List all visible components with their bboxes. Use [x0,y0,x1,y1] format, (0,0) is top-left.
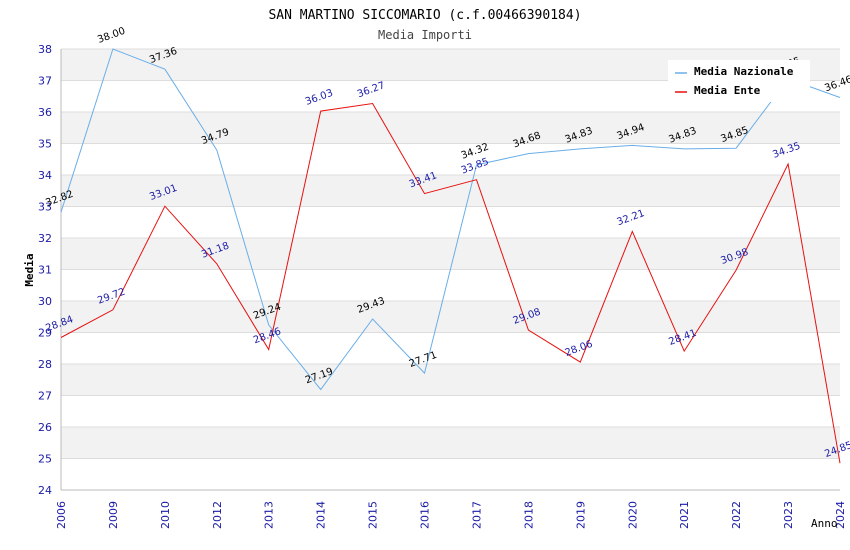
grid-bands [61,49,840,459]
data-label: 36.03 [304,88,335,108]
x-tick-label: 2009 [107,501,120,529]
line-chart: SAN MARTINO SICCOMARIO (c.f.00466390184)… [0,0,850,550]
y-tick-label: 35 [38,138,52,151]
data-label: 38.00 [96,26,127,46]
legend: Media Nazionale Media Ente [668,60,810,102]
y-axis-label: Media [23,253,36,286]
x-tick-label: 2017 [470,501,483,529]
y-tick-label: 36 [38,106,52,119]
y-tick-label: 37 [38,75,52,88]
y-tick-label: 32 [38,232,52,245]
x-tick-label: 2023 [782,501,795,529]
y-tick-label: 30 [38,295,52,308]
data-label: 36.27 [356,80,387,100]
y-tick-label: 27 [38,390,52,403]
series-line-media-ente [61,104,840,464]
x-tick-label: 2016 [419,501,432,529]
y-tick-label: 24 [38,484,52,497]
legend-label-media-nazionale: Media Nazionale [694,65,794,78]
x-tick-label: 2019 [574,501,587,529]
x-axis-label: Anno [811,517,838,530]
x-tick-label: 2014 [315,501,328,529]
chart-subtitle: Media Importi [378,28,472,42]
x-tick-label: 2013 [263,501,276,529]
data-label: 32.21 [616,208,647,228]
x-tick-labels: 2006 2009 2010 2012 2013 2014 2015 2016 2017 2018… [55,501,847,529]
data-label: 28.06 [564,339,595,359]
legend-label-media-ente: Media Ente [694,84,761,97]
grid-band [61,364,840,396]
grid-band [61,427,840,459]
y-tick-label: 34 [38,169,52,182]
grid-band [61,301,840,333]
x-tick-label: 2012 [211,501,224,529]
y-tick-label: 25 [38,453,52,466]
x-tick-label: 2021 [678,501,691,529]
y-tick-label: 38 [38,43,52,56]
y-tick-label: 28 [38,358,52,371]
chart-title: SAN MARTINO SICCOMARIO (c.f.00466390184) [268,8,581,23]
x-tick-label: 2015 [367,501,380,529]
y-tick-label: 26 [38,421,52,434]
x-tick-label: 2022 [730,501,743,529]
x-tick-label: 2010 [159,501,172,529]
x-tick-label: 2020 [626,501,639,529]
y-tick-label: 31 [38,264,52,277]
x-tick-label: 2006 [55,501,68,529]
x-tick-label: 2018 [522,501,535,529]
